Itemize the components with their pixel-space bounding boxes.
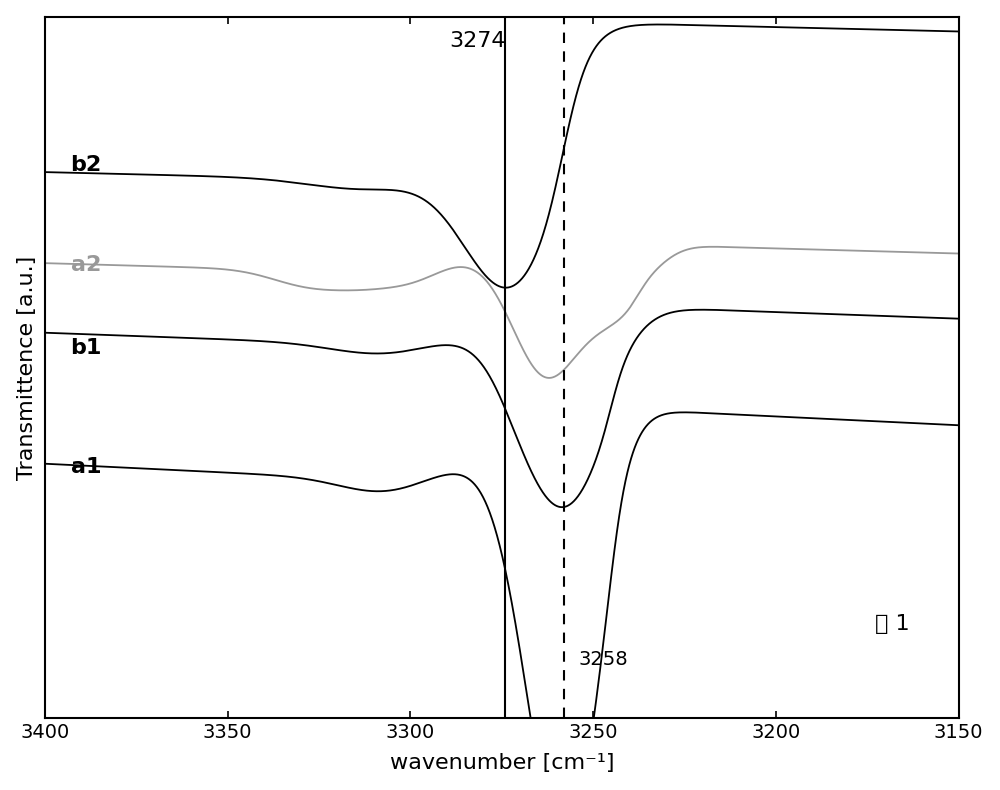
Text: b2: b2 bbox=[71, 155, 102, 175]
Y-axis label: Transmittence [a.u.]: Transmittence [a.u.] bbox=[17, 255, 37, 480]
X-axis label: wavenumber [cm⁻¹]: wavenumber [cm⁻¹] bbox=[390, 754, 614, 773]
Text: 3258: 3258 bbox=[579, 650, 628, 669]
Text: b1: b1 bbox=[71, 338, 102, 359]
Text: a1: a1 bbox=[71, 457, 101, 476]
Text: 图 1: 图 1 bbox=[875, 614, 910, 634]
Text: 3274: 3274 bbox=[449, 32, 505, 51]
Text: a2: a2 bbox=[71, 255, 101, 276]
